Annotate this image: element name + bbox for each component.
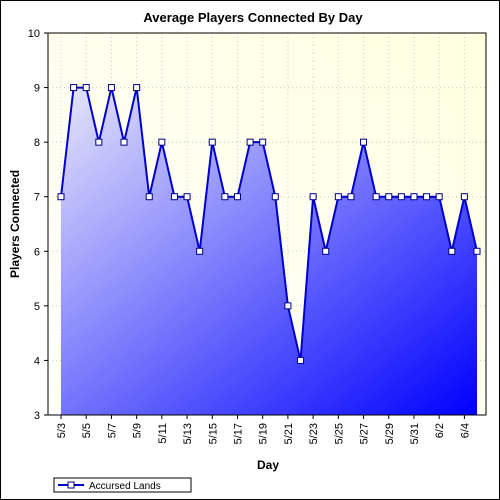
legend-box	[53, 477, 192, 493]
data-point	[448, 247, 456, 255]
x-tick-label: 5/27	[359, 423, 371, 444]
data-point	[309, 193, 317, 201]
y-axis-title: Players Connected	[8, 170, 22, 278]
y-tick-label: 9	[34, 83, 40, 95]
x-tick-label: 5/7	[106, 423, 118, 438]
x-tick-label: 5/25	[333, 423, 345, 444]
data-point	[133, 84, 141, 92]
data-point	[284, 302, 292, 310]
data-point	[183, 193, 191, 201]
data-point	[271, 193, 279, 201]
series-area	[61, 87, 477, 416]
data-point	[423, 193, 431, 201]
data-point	[57, 193, 65, 201]
x-tick-label: 5/17	[232, 423, 244, 444]
data-point	[360, 138, 368, 146]
data-point	[95, 138, 103, 146]
data-point	[158, 138, 166, 146]
x-tick-label: 5/15	[207, 423, 219, 444]
x-tick-label: 5/29	[384, 423, 396, 444]
x-tick-label: 5/19	[258, 423, 270, 444]
x-tick-label: 5/9	[132, 423, 144, 438]
data-point	[196, 247, 204, 255]
data-point	[372, 193, 380, 201]
x-tick-label: 5/31	[409, 423, 421, 444]
data-point	[410, 193, 418, 201]
data-point	[297, 356, 305, 364]
data-point	[246, 138, 254, 146]
x-tick-label: 5/23	[308, 423, 320, 444]
data-point	[473, 247, 481, 255]
x-tick-label: 5/5	[81, 423, 93, 438]
y-tick-label: 3	[34, 410, 40, 422]
data-point	[170, 193, 178, 201]
legend-label: Accursed Lands	[89, 481, 161, 492]
data-point	[397, 193, 405, 201]
y-tick-label: 7	[34, 192, 40, 204]
x-axis-title: Day	[257, 458, 279, 472]
data-point	[208, 138, 216, 146]
x-tick-label: 6/4	[459, 423, 471, 438]
data-point	[322, 247, 330, 255]
data-point	[107, 84, 115, 92]
data-point	[347, 193, 355, 201]
x-tick-label: 5/13	[182, 423, 194, 444]
data-point	[460, 193, 468, 201]
data-point	[82, 84, 90, 92]
series-line	[60, 86, 478, 361]
y-tick-label: 8	[34, 137, 40, 149]
y-tick-label: 10	[28, 28, 40, 40]
y-tick-label: 5	[34, 301, 40, 313]
data-point	[334, 193, 342, 201]
data-point	[221, 193, 229, 201]
data-point	[385, 193, 393, 201]
data-point	[435, 193, 443, 201]
y-tick-label: 6	[34, 246, 40, 258]
x-tick-label: 6/2	[434, 423, 446, 438]
y-tick-label: 4	[34, 355, 40, 367]
x-tick-label: 5/3	[56, 423, 68, 438]
data-point	[120, 138, 128, 146]
data-point	[70, 84, 78, 92]
plot-border	[47, 32, 487, 416]
data-point	[259, 138, 267, 146]
legend-marker	[67, 481, 75, 489]
chart-title: Average Players Connected By Day	[143, 10, 363, 25]
x-tick-label: 5/21	[283, 423, 295, 444]
x-tick-label: 5/11	[157, 423, 169, 444]
data-point	[233, 193, 241, 201]
data-point	[145, 193, 153, 201]
